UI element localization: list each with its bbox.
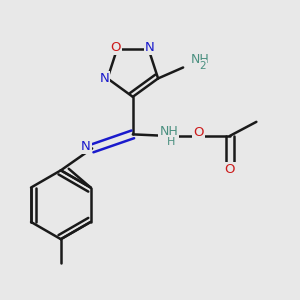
Text: N: N [145, 40, 155, 54]
Text: O: O [193, 126, 204, 139]
Text: N: N [100, 72, 109, 85]
Text: O: O [110, 40, 121, 54]
Text: N: N [81, 140, 91, 153]
Text: H: H [167, 137, 175, 147]
Text: NH: NH [159, 125, 178, 138]
Text: 2: 2 [200, 61, 206, 71]
Text: NH: NH [191, 53, 210, 66]
Text: O: O [224, 163, 235, 176]
